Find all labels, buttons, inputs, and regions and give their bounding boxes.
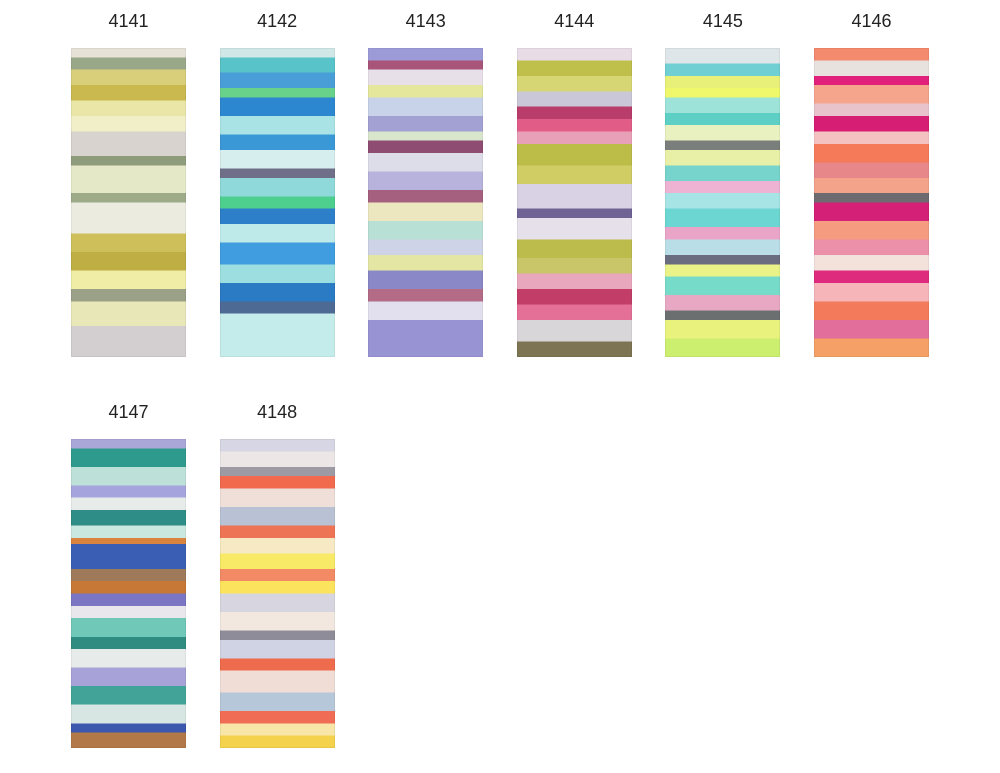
- swatch-label: 4141: [108, 11, 149, 31]
- swatch-label: 4142: [257, 11, 298, 31]
- swatch-label: 4143: [405, 11, 446, 31]
- swatch-card[interactable]: 4142: [219, 8, 335, 357]
- swatch-label: 4148: [257, 402, 298, 422]
- swatch-image[interactable]: [71, 439, 186, 748]
- swatch-card[interactable]: 4147: [71, 399, 186, 748]
- swatch-card[interactable]: 4148: [219, 399, 335, 748]
- swatch-label: 4144: [554, 11, 595, 31]
- swatch-card[interactable]: 4143: [368, 8, 484, 357]
- swatch-card[interactable]: 4141: [71, 8, 186, 357]
- swatch-label: 4146: [851, 11, 892, 31]
- swatch-image[interactable]: [813, 48, 929, 357]
- swatch-image[interactable]: [368, 48, 484, 357]
- swatch-card[interactable]: 4144: [516, 8, 632, 357]
- swatch-image[interactable]: [71, 48, 186, 357]
- swatch-image[interactable]: [219, 439, 335, 748]
- swatch-card[interactable]: 4145: [665, 8, 781, 357]
- swatch-image[interactable]: [219, 48, 335, 357]
- swatch-grid: 4141 4142 4143 4144 4145 4146 4147 4148: [71, 8, 929, 748]
- swatch-label: 4145: [702, 11, 743, 31]
- swatch-label: 4147: [108, 402, 149, 422]
- swatch-card[interactable]: 4146: [813, 8, 929, 357]
- swatch-image[interactable]: [516, 48, 632, 357]
- swatch-image[interactable]: [665, 48, 781, 357]
